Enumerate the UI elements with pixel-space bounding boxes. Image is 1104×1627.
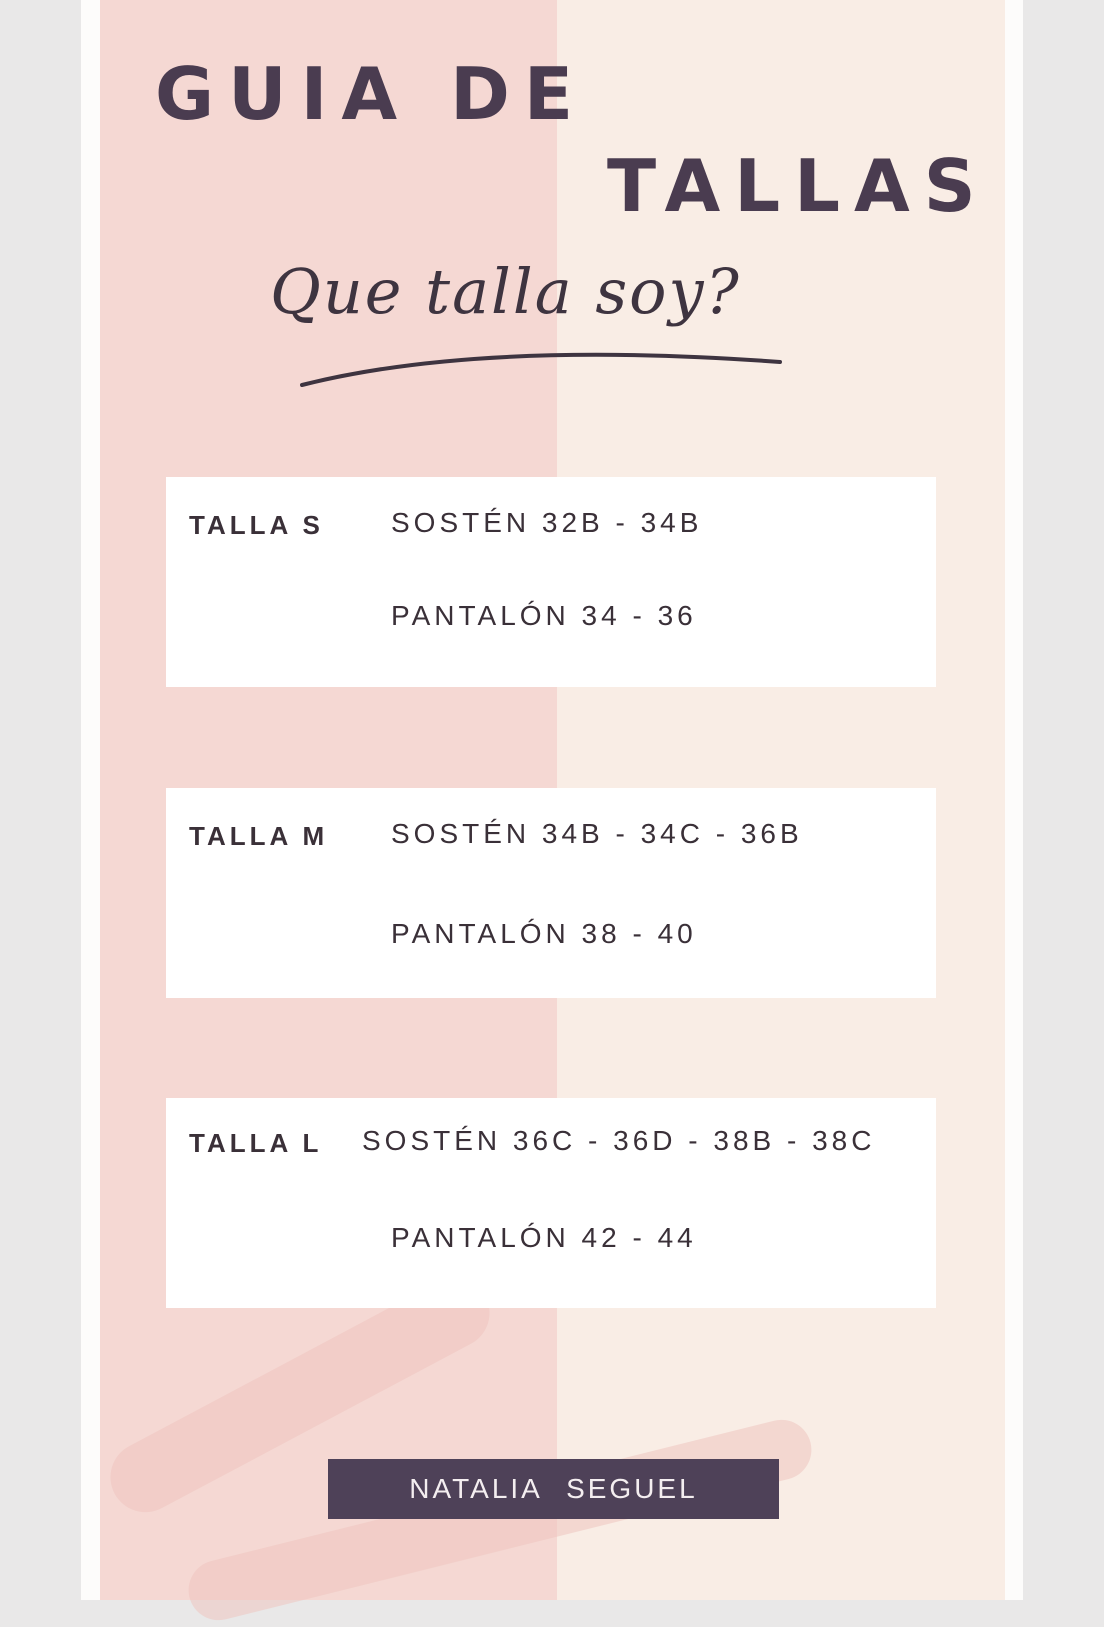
pants-size: PANTALÓN 34 - 36 — [391, 600, 697, 631]
bra-size: SOSTÉN 36C - 36D - 38B - 38C — [362, 1125, 876, 1156]
title-line-1: GUIA DE — [155, 52, 588, 136]
subtitle-script: Que talla soy? — [270, 255, 741, 328]
size-card-l: TALLA L SOSTÉN 36C - 36D - 38B - 38C PAN… — [166, 1098, 936, 1308]
bra-size: SOSTÉN 34B - 34C - 36B — [391, 818, 803, 849]
size-label: TALLA M — [189, 821, 329, 851]
title-line-2: TALLAS — [607, 144, 990, 228]
script-underline — [300, 352, 782, 387]
size-label: TALLA S — [189, 510, 324, 540]
size-card-m: TALLA M SOSTÉN 34B - 34C - 36B PANTALÓN … — [166, 788, 936, 998]
brand-footer: NATALIA SEGUEL — [328, 1459, 779, 1519]
bra-size: SOSTÉN 32B - 34B — [391, 507, 703, 538]
size-label: TALLA L — [189, 1128, 323, 1158]
pants-size: PANTALÓN 38 - 40 — [391, 918, 697, 949]
pants-size: PANTALÓN 42 - 44 — [391, 1222, 697, 1253]
size-card-s: TALLA S SOSTÉN 32B - 34B PANTALÓN 34 - 3… — [166, 477, 936, 687]
